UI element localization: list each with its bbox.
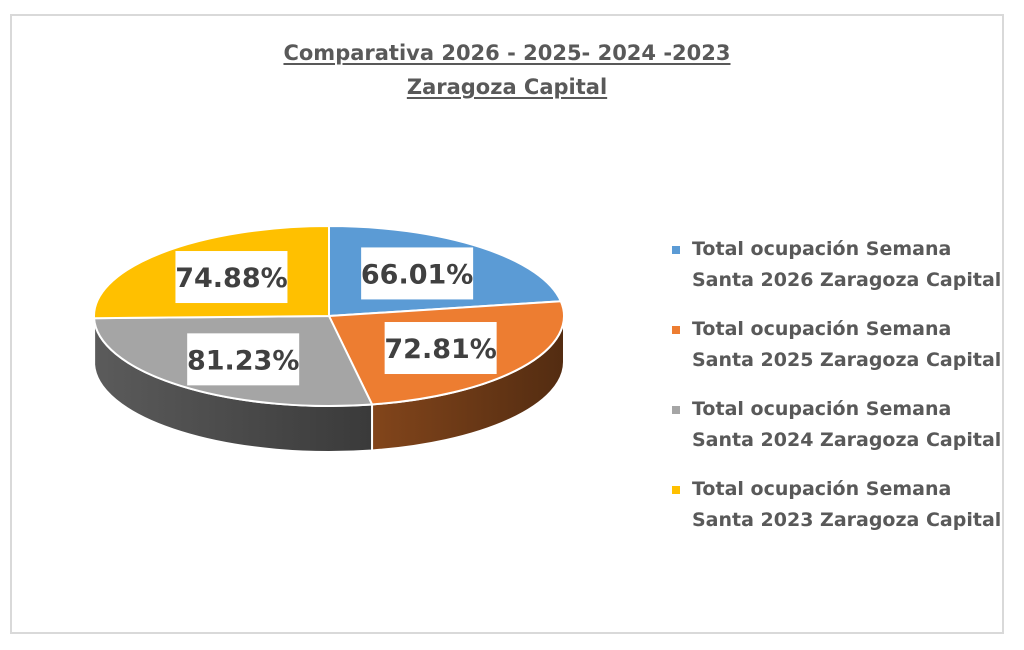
legend-item-4: Total ocupación Semana Santa 2023 Zaragoz… (662, 474, 1002, 536)
data-label-box-4 (175, 251, 288, 304)
legend-label-4-line-2: Santa 2023 Zaragoza Capital (692, 509, 1002, 531)
pie-chart: 66.01% 72.81% 81.23% 74.88% (93, 224, 565, 453)
data-label-4: 74.88% (175, 263, 287, 294)
legend-item-3: Total ocupación Semana Santa 2024 Zaragoz… (662, 394, 1002, 456)
legend-swatch-2 (672, 326, 680, 334)
legend-item-2: Total ocupación Semana Santa 2025 Zaragoz… (662, 314, 1002, 376)
legend-swatch-4 (672, 486, 680, 494)
legend-swatch-1 (672, 246, 680, 254)
legend-item-1: Total ocupación Semana Santa 2026 Zaragoz… (662, 234, 1002, 296)
data-label-box-3 (187, 333, 300, 386)
data-label-3: 81.23% (187, 345, 299, 376)
legend-label-1-line-2: Santa 2026 Zaragoza Capital (692, 269, 1002, 291)
chart-legend: Total ocupación Semana Santa 2026 Zaragoz… (662, 234, 1002, 554)
legend-label-3-line-2: Santa 2024 Zaragoza Capital (692, 429, 1002, 451)
legend-label-1-line-1: Total ocupación Semana (692, 238, 952, 260)
chart-title: Comparativa 2026 - 2025- 2024 -2023 (283, 41, 731, 65)
legend-label-2-line-2: Santa 2025 Zaragoza Capital (692, 349, 1002, 371)
chart-frame: Comparativa 2026 - 2025- 2024 -2023 Zara… (10, 14, 1004, 634)
legend-swatch-3 (672, 406, 680, 414)
legend-label-2-line-1: Total ocupación Semana (692, 318, 952, 340)
data-label-1: 66.01% (361, 259, 473, 290)
legend-label-3-line-1: Total ocupación Semana (692, 398, 952, 420)
data-label-box-2 (384, 322, 497, 375)
data-label-2: 72.81% (384, 334, 496, 365)
data-label-box-1 (361, 247, 474, 300)
chart-title-block: Comparativa 2026 - 2025- 2024 -2023 Zara… (12, 36, 1002, 104)
legend-label-4-line-1: Total ocupación Semana (692, 478, 952, 500)
chart-subtitle: Zaragoza Capital (406, 75, 608, 99)
